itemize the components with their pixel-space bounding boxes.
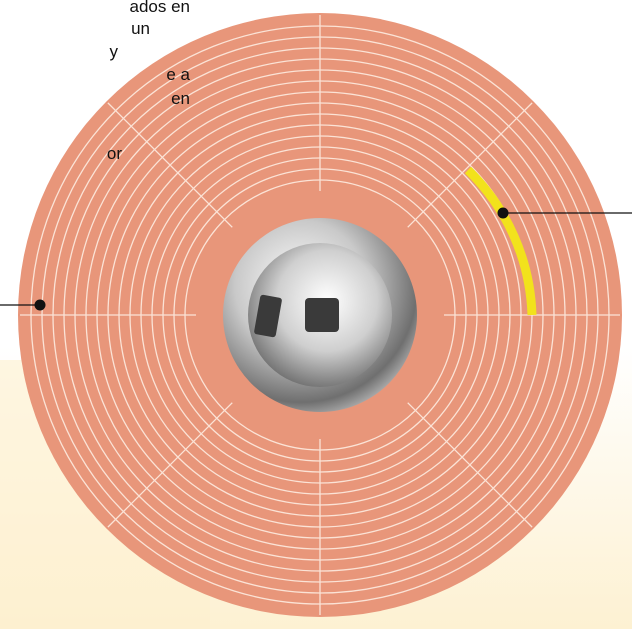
sector-lines xyxy=(20,15,620,615)
sector-line xyxy=(107,402,233,528)
caption-line: e a xyxy=(166,65,190,84)
highlighted-sector xyxy=(464,166,537,316)
callout-dot xyxy=(497,207,509,219)
hub-hole xyxy=(305,298,339,332)
callout-dot xyxy=(34,299,46,311)
caption-line: en xyxy=(171,89,190,108)
caption-line: y xyxy=(110,42,119,61)
sector-line xyxy=(107,102,233,228)
sector-line xyxy=(407,402,533,528)
sector-line xyxy=(407,102,533,228)
caption-line: un xyxy=(131,19,150,38)
platter xyxy=(18,13,622,617)
caption-line: ados en xyxy=(130,0,191,16)
caption-line: or xyxy=(107,144,122,163)
hub-hole xyxy=(254,294,282,338)
